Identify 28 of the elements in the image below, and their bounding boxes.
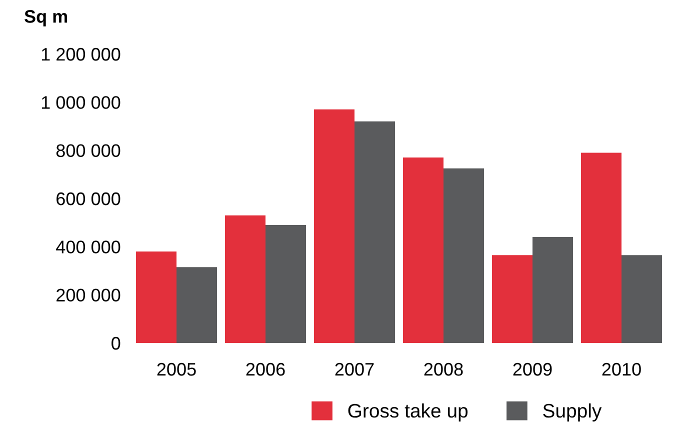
bar [136,251,176,343]
bar [176,267,217,343]
bar [622,255,662,343]
bar [225,215,266,343]
bar [354,121,395,343]
x-tick-label: 2008 [424,362,463,376]
y-axis-title: Sq m [24,10,68,26]
x-tick-label: 2007 [335,362,374,376]
x-tick-label: 2005 [157,362,196,376]
bar [314,109,354,343]
x-tick-label: 2006 [246,362,285,376]
bar [403,158,444,343]
y-tick-label: 0 [112,336,120,350]
x-tick-label: 2010 [602,362,641,376]
bar [532,237,573,343]
y-tick-label: 800 000 [56,144,120,158]
y-tick-label: 400 000 [56,240,120,254]
legend-label: Gross take up [348,403,468,422]
legend-label: Supply [543,403,602,422]
y-tick-label: 1 200 000 [42,48,120,61]
y-tick-label: 600 000 [56,192,120,206]
bar [266,224,306,343]
x-tick-label: 2009 [513,362,552,376]
y-tick-label: 1 000 000 [42,96,120,109]
bar [492,255,532,343]
bar [444,168,484,343]
bar [581,152,622,343]
y-tick-label: 200 000 [56,288,120,302]
